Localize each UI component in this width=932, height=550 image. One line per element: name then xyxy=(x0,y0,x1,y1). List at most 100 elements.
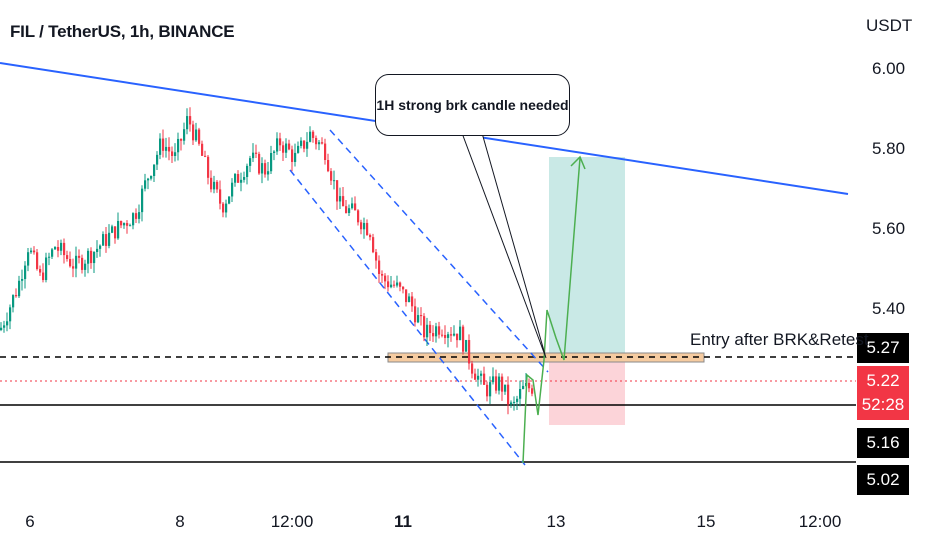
candle-body xyxy=(153,164,156,177)
candle-body xyxy=(468,340,471,364)
candle-body xyxy=(393,284,396,286)
candle-body xyxy=(42,272,45,281)
candle-body xyxy=(348,208,351,214)
candle-body xyxy=(396,282,399,286)
candle-body xyxy=(297,145,300,153)
candle-body xyxy=(225,203,228,213)
candle-body xyxy=(285,143,288,153)
candle-body xyxy=(240,179,243,183)
candle-body xyxy=(432,333,435,337)
candle-body xyxy=(195,129,198,141)
candle-body xyxy=(174,152,177,156)
candle-body xyxy=(369,235,372,238)
candle-body xyxy=(483,373,486,385)
candle-body xyxy=(417,315,420,323)
channel-upper-line[interactable] xyxy=(329,129,549,373)
candle-body xyxy=(531,388,534,394)
candle-body xyxy=(213,181,216,190)
candle-body xyxy=(228,196,231,204)
candle-body xyxy=(471,363,474,374)
candle-body xyxy=(18,280,21,297)
candle-body xyxy=(429,324,432,334)
candle-body xyxy=(501,376,504,392)
candle-body xyxy=(204,155,207,157)
candle-body xyxy=(246,165,249,178)
candle-body xyxy=(162,138,165,151)
candle-body xyxy=(306,141,309,149)
candle-body xyxy=(366,222,369,236)
candle-body xyxy=(390,284,393,288)
candle-body xyxy=(138,212,141,219)
target-zone[interactable] xyxy=(549,157,625,357)
candle-body xyxy=(384,275,387,282)
candle-body xyxy=(345,206,348,214)
candle-body xyxy=(210,177,213,190)
candle-body xyxy=(507,384,510,405)
candle-body xyxy=(528,382,531,389)
candle-body xyxy=(453,333,456,336)
annotation-callout[interactable]: 1H strong brk candle needed xyxy=(375,74,570,136)
candle-body xyxy=(186,116,189,130)
candle-body xyxy=(300,140,303,146)
candle-body xyxy=(222,203,225,213)
candle-body xyxy=(201,143,204,156)
candle-body xyxy=(150,176,153,179)
candle-body xyxy=(129,225,132,227)
candle-body xyxy=(288,143,291,150)
candle-body xyxy=(465,340,468,352)
candle-body xyxy=(486,384,489,397)
candle-body xyxy=(99,245,102,249)
candle-body xyxy=(183,129,186,141)
candle-body xyxy=(165,146,168,151)
forecast-path[interactable] xyxy=(522,157,581,464)
candle-body xyxy=(276,138,279,152)
candle-body xyxy=(48,256,51,258)
candle-body xyxy=(516,398,519,402)
candle-body xyxy=(87,250,90,264)
candle-body xyxy=(363,222,366,230)
candle-body xyxy=(249,158,252,166)
candle-body xyxy=(477,375,480,380)
candle-body xyxy=(90,250,93,264)
candle-body xyxy=(294,152,297,162)
candle-body xyxy=(519,388,522,399)
candle-body xyxy=(33,250,36,253)
candle-body xyxy=(372,237,375,253)
candle-body xyxy=(168,146,171,152)
time-tick: 11 xyxy=(394,512,412,531)
candle-body xyxy=(357,210,360,223)
candle-body xyxy=(72,266,75,269)
candle-body xyxy=(456,333,459,341)
candle-body xyxy=(324,143,327,160)
candle-body xyxy=(489,382,492,397)
candle-body xyxy=(441,334,444,336)
candle-body xyxy=(447,334,450,338)
candle-body xyxy=(309,131,312,142)
candle-body xyxy=(180,138,183,141)
time-tick: 12:00 xyxy=(798,512,842,531)
candle-body xyxy=(12,295,15,308)
candle-body xyxy=(120,220,123,226)
price-unit: USDT xyxy=(866,16,913,35)
candle-body xyxy=(498,376,501,391)
candle-body xyxy=(273,151,276,153)
price-tick: 5.80 xyxy=(872,139,906,158)
candle-body xyxy=(444,334,447,338)
candle-body xyxy=(264,163,267,175)
channel-lower-line[interactable] xyxy=(289,169,526,466)
current-price-value: 5.22 xyxy=(866,371,900,390)
candle-body xyxy=(402,286,405,290)
stop-zone[interactable] xyxy=(549,357,625,425)
candle-body xyxy=(318,142,321,145)
candle-body xyxy=(333,180,336,182)
candle-body xyxy=(435,326,438,337)
candle-body xyxy=(207,156,210,178)
candle-body xyxy=(252,152,255,159)
time-tick: 12:00 xyxy=(270,512,314,531)
candle-body xyxy=(177,138,180,153)
candle-body xyxy=(15,295,18,297)
candle-body xyxy=(108,232,111,246)
candle-body xyxy=(336,180,339,202)
candle-body xyxy=(102,234,105,246)
candle-body xyxy=(411,296,414,307)
